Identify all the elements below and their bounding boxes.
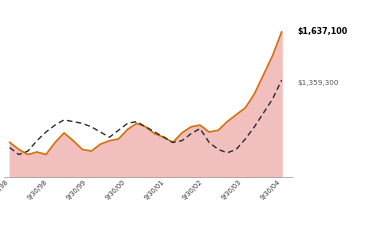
- Text: $1,359,300: $1,359,300: [297, 80, 339, 86]
- Text: $1,637,100: $1,637,100: [297, 27, 348, 36]
